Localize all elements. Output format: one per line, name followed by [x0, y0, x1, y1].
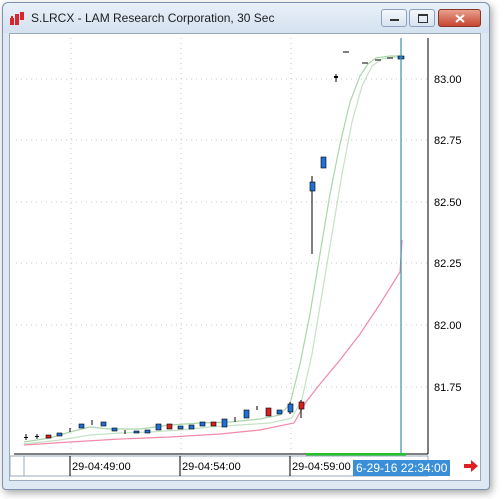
- chart-window: S.LRCX - LAM Research Corporation, 30 Se…: [2, 2, 490, 490]
- ma-fast-line: [23, 55, 402, 443]
- ma-long-line: [23, 239, 403, 446]
- close-icon: [455, 14, 465, 23]
- title-bar[interactable]: S.LRCX - LAM Research Corporation, 30 Se…: [3, 3, 489, 33]
- close-button[interactable]: [438, 9, 481, 27]
- window-title: S.LRCX - LAM Research Corporation, 30 Se…: [31, 11, 275, 25]
- maximize-icon: [418, 14, 428, 23]
- price-tick: 83.00: [434, 74, 462, 86]
- candles: [24, 51, 405, 440]
- time-tick: 29-04:59:00: [292, 461, 351, 473]
- chart-app-icon: [10, 12, 24, 25]
- price-axis: 83.00 82.75 82.50 82.25 82.00 81.75: [434, 74, 462, 394]
- price-tick: 82.75: [434, 135, 462, 147]
- volume-strip: [306, 453, 406, 456]
- minimize-icon: [390, 19, 399, 21]
- time-scrollbar[interactable]: [10, 455, 25, 477]
- maximize-button[interactable]: [409, 9, 435, 27]
- ma-slow-line: [23, 55, 403, 445]
- cursor-time-badge: [353, 460, 450, 476]
- chart-area[interactable]: 83.00 82.75 82.50 82.25 82.00 81.75: [9, 33, 481, 481]
- price-tick: 81.75: [434, 382, 462, 394]
- time-tick: 29-04:54:00: [182, 461, 241, 473]
- time-tick: 29-04:49:00: [72, 461, 131, 473]
- price-tick: 82.25: [434, 258, 462, 270]
- grid-lines: [16, 38, 428, 454]
- price-tick: 82.50: [434, 197, 462, 209]
- price-tick: 82.00: [434, 320, 462, 332]
- cursor-time-label: 6-29-16 22:34:00: [356, 461, 448, 475]
- minimize-button[interactable]: [381, 9, 407, 27]
- red-right-arrow-icon[interactable]: [462, 457, 480, 475]
- price-chart[interactable]: 83.00 82.75 82.50 82.25 82.00 81.75: [10, 34, 480, 480]
